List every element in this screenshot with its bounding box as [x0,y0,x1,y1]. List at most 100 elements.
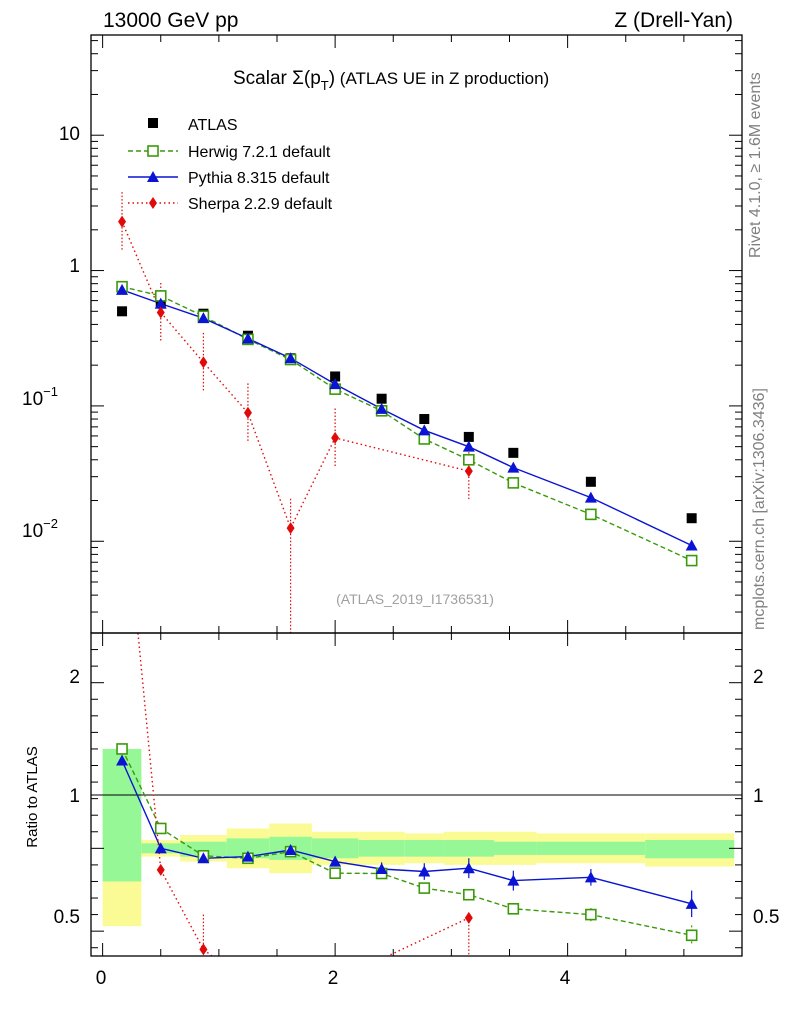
xtick-label-4: 4 [560,968,571,989]
legend-marker-atlas [148,118,158,128]
ratio-band-inner [102,748,142,882]
header-left: 13000 GeV pp [103,9,238,32]
pythia-ratio-point [284,843,297,855]
ratio-ytick-label-0.5-right: 0.5 [753,907,779,928]
ytick-label-1: 1 [69,256,80,277]
pythia-point [116,283,129,295]
pythia-ratio-point [584,871,597,883]
pythia-point [197,312,210,324]
sherpa-ratio-point [464,911,473,924]
sherpa-ratio-point [156,863,165,876]
sherpa-point [331,431,340,444]
legend: ATLAS Herwig 7.2.1 default Pythia 8.315 … [128,117,333,213]
atlas-point [508,447,519,458]
ratio-band-inner [226,838,270,859]
herwig-ratio-point [418,882,431,894]
pythia-point [418,424,431,436]
herwig-ratio-point [116,743,128,755]
ratio-panel: 2 1 0.5 2 1 0.5 Ratio to ATLAS 0 2 4 [24,632,779,989]
pythia-ratio-point [462,862,475,874]
legend-label-atlas: ATLAS [188,117,238,134]
series-line-herwig [121,286,692,562]
sherpa-point [118,215,127,228]
ratio-ytick-label-2: 2 [69,667,80,688]
atlas-point [463,431,474,442]
ytick-label-0.1: 10−1 [22,384,58,410]
herwig-point [418,433,431,445]
legend-marker-sherpa [149,197,157,209]
pythia-point [685,539,698,551]
ratio-band-inner [645,840,735,859]
legend-marker-pythia [147,171,159,182]
herwig-point [685,554,698,567]
ratio-band-inner [358,840,405,857]
ratio-band-inner [404,840,444,857]
header-right: Z (Drell-Yan) [614,9,733,32]
mcplots-label: mcplots.cern.ch [arXiv:1306.3436] [751,388,768,630]
title-rest: (ATLAS UE in Z production) [335,69,549,88]
sherpa-point [156,306,165,319]
title-sub: T [321,78,329,93]
pythia-ratio-point [241,850,254,862]
pythia-point [375,402,388,414]
ytick-base-0.1: 10 [22,389,43,410]
pythia-point [507,461,520,473]
atlas-point [686,513,697,524]
main-title: Scalar Σ(pT) (ATLAS UE in Z production) [233,68,549,93]
herwig-ratio-point [463,888,475,901]
ratio-band-inner [536,841,646,855]
herwig-ratio-point [585,908,597,921]
herwig-ratio-point [507,902,520,915]
pythia-ratio-point [685,897,698,909]
herwig-ratio-point [329,867,341,879]
ratio-line-pythia [121,760,692,905]
analysis-watermark: (ATLAS_2019_I1736531) [336,591,494,607]
ytick-exp-0.01: −2 [43,516,58,531]
pythia-point [154,297,167,309]
sherpa-ratio-point [199,943,208,956]
pythia-point [284,352,297,364]
sherpa-point [464,465,473,478]
series-line-pythia [121,289,693,547]
legend-label-pythia: Pythia 8.315 default [188,170,330,187]
pythia-point [329,378,342,390]
herwig-point [507,477,520,489]
ratio-band-inner [443,840,495,857]
sherpa-point [199,356,208,369]
rivet-label: Rivet 4.1.0, ≥ 1.6M events [747,72,764,258]
herwig-ratio-point [154,822,167,835]
main-panel: Scalar Σ(pT) (ATLAS UE in Z production) … [22,34,743,634]
pythia-ratio-point [197,852,210,864]
pythia-point [584,491,597,503]
sherpa-point [286,522,295,535]
herwig-ratio-point [685,929,698,942]
atlas-point [117,306,128,317]
legend-label-sherpa: Sherpa 2.2.9 default [188,196,333,213]
legend-label-herwig: Herwig 7.2.1 default [188,144,331,161]
pythia-point [241,332,254,344]
ratio-ytick-label-1-right: 1 [753,786,764,807]
pythia-ratio-point [507,874,520,886]
pythia-point [462,440,475,452]
pythia-ratio-point [116,754,129,766]
ratio-ytick-label-2-right: 2 [753,667,764,688]
pythia-ratio-point [375,863,388,875]
pythia-ratio-point [329,855,342,867]
herwig-point [463,453,475,466]
series-line-sherpa [121,221,469,530]
ytick-base-0.01: 10 [22,521,43,542]
ratio-band-inner [494,841,537,855]
ytick-label-0.01: 10−2 [22,516,58,542]
legend-marker-herwig [147,145,159,157]
ratio-band-inner [180,841,227,857]
ratio-frame [90,632,743,957]
ratio-line-sherpa [137,633,470,956]
ytick-exp-0.1: −1 [43,384,58,399]
pythia-ratio-point [418,865,431,877]
atlas-point [330,371,341,382]
ytick-label-10: 10 [59,124,80,145]
herwig-point [585,508,597,521]
pythia-ratio-point [154,842,167,854]
ratio-ylabel: Ratio to ATLAS [24,746,41,847]
